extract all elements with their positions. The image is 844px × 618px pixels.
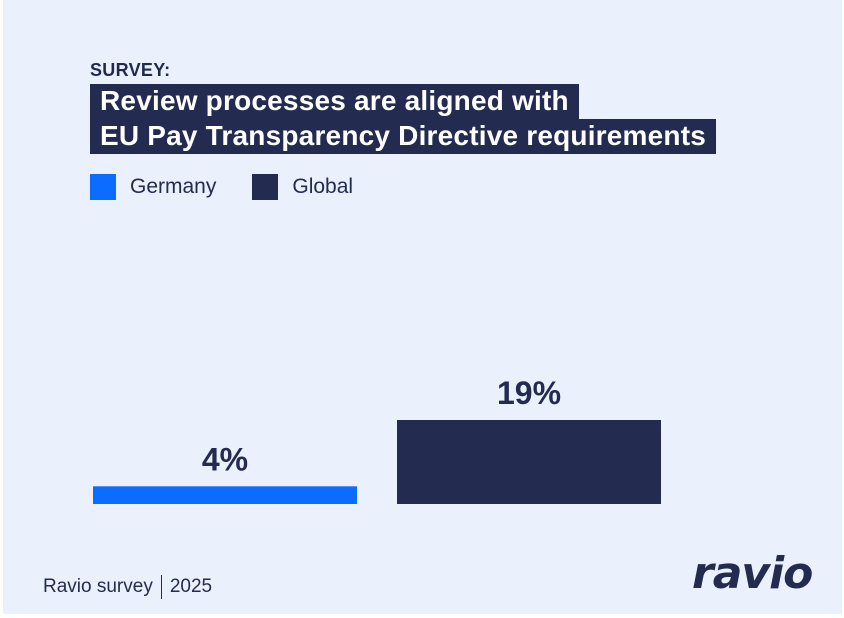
footer-source: Ravio survey 2025 (43, 575, 212, 599)
legend-item-germany: Germany (90, 174, 216, 200)
chart-title: Review processes are aligned with EU Pay… (90, 84, 717, 154)
legend-label-germany: Germany (130, 175, 217, 198)
bar-global (397, 420, 661, 504)
ravio-logo: ravio (692, 548, 813, 599)
source-year: 2025 (169, 576, 213, 597)
bar-value-label-global: 19% (497, 375, 561, 411)
legend-item-global: Global (252, 174, 353, 200)
chart-title-line-2: EU Pay Transparency Directive requiremen… (90, 119, 717, 154)
legend-swatch-global (252, 174, 279, 200)
chart-legend: Germany Global (90, 174, 389, 200)
source-text: Ravio survey (43, 576, 153, 597)
survey-kicker: SURVEY: (90, 60, 171, 80)
footer-divider (160, 575, 162, 599)
chart-title-line-1: Review processes are aligned with (90, 84, 579, 119)
bar-value-label-germany: 4% (202, 441, 248, 477)
bar-germany (93, 486, 357, 504)
legend-label-global: Global (292, 175, 354, 198)
legend-swatch-germany (90, 174, 116, 200)
